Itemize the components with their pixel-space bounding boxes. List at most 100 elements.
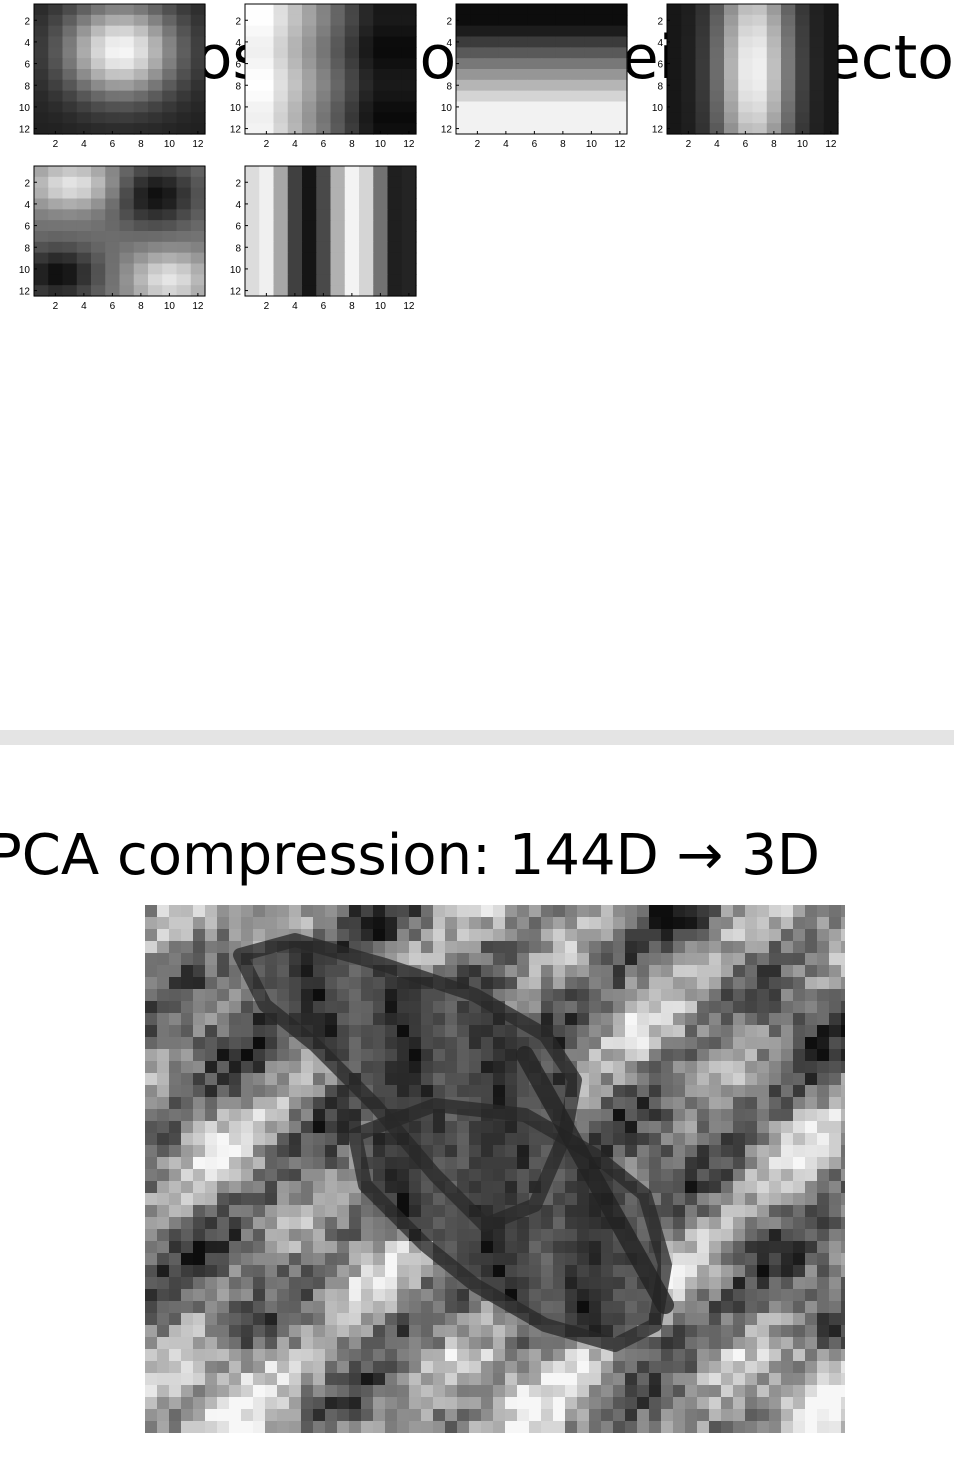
photo-pixel-block [829, 1241, 842, 1254]
photo-pixel-block [445, 1313, 458, 1326]
photo-pixel-block [757, 1385, 770, 1398]
heatmap-cell [709, 47, 725, 59]
heatmap-cell [245, 36, 260, 48]
photo-pixel-block [589, 989, 602, 1002]
heatmap-cell [401, 187, 417, 200]
photo-pixel-block [757, 953, 770, 966]
photo-pixel-block [685, 905, 698, 918]
heatmap-cell [302, 241, 317, 254]
photo-pixel-block [205, 1157, 218, 1170]
photo-pixel-block [637, 1229, 650, 1242]
y-tick-label: 8 [235, 243, 241, 254]
photo-pixel-block [553, 1361, 566, 1374]
photo-pixel-block [757, 1013, 770, 1026]
photo-pixel-block [361, 1025, 374, 1038]
heatmap-cell [34, 36, 49, 48]
heatmap-cell [667, 123, 682, 135]
photo-pixel-block [229, 1097, 242, 1110]
heatmap-cell [259, 231, 275, 243]
heatmap-cell [148, 112, 163, 124]
heatmap-cell [48, 263, 64, 275]
heatmap-cell [133, 90, 149, 103]
heatmap-cell [76, 220, 92, 232]
photo-pixel-block [145, 1049, 158, 1062]
photo-pixel-block [397, 1157, 410, 1170]
photo-pixel-block [181, 1085, 194, 1098]
photo-pixel-block [289, 1001, 302, 1014]
heatmap-cell [287, 166, 303, 178]
photo-pixel-block [589, 1073, 602, 1086]
photo-pixel-block [277, 1301, 290, 1314]
photo-pixel-block [661, 1181, 674, 1194]
photo-pixel-block [673, 1349, 686, 1362]
photo-pixel-block [841, 989, 845, 1002]
photo-pixel-block [193, 929, 206, 942]
photo-pixel-block [505, 1265, 518, 1278]
photo-pixel-block [169, 929, 182, 942]
photo-pixel-block [781, 1229, 794, 1242]
photo-pixel-block [481, 1313, 494, 1326]
photo-pixel-block [217, 1193, 230, 1206]
photo-pixel-block [613, 1121, 626, 1134]
heatmap-cell [316, 90, 332, 103]
photo-pixel-block [361, 1229, 374, 1242]
photo-pixel-block [745, 1385, 758, 1398]
heatmap-cell [344, 101, 360, 113]
photo-pixel-block [829, 1421, 842, 1433]
photo-pixel-block [229, 1001, 242, 1014]
photo-pixel-block [553, 1349, 566, 1362]
photo-pixel-block [181, 977, 194, 990]
heatmap-cell [62, 274, 78, 286]
photo-pixel-block [241, 1025, 254, 1038]
photo-pixel-block [829, 1049, 842, 1062]
photo-pixel-block [733, 1001, 746, 1014]
photo-pixel-block [541, 1229, 554, 1242]
photo-pixel-block [313, 1313, 326, 1326]
photo-pixel-block [277, 1421, 290, 1433]
photo-pixel-block [169, 1385, 182, 1398]
photo-pixel-block [229, 1397, 242, 1410]
photo-pixel-block [433, 1265, 446, 1278]
photo-pixel-block [373, 1169, 386, 1182]
photo-pixel-block [469, 1013, 482, 1026]
photo-pixel-block [421, 989, 434, 1002]
heatmap-cell [162, 231, 178, 243]
photo-pixel-block [625, 1061, 638, 1074]
photo-pixel-block [277, 1169, 290, 1182]
heatmap-cell [259, 209, 275, 221]
photo-pixel-block [265, 977, 278, 990]
heatmap-cell [259, 58, 275, 70]
heatmap-cell [119, 187, 135, 200]
photo-pixel-block [805, 1001, 818, 1014]
photo-pixel-block [481, 1157, 494, 1170]
photo-pixel-block [697, 1061, 710, 1074]
heatmap-cell [541, 90, 557, 103]
photo-pixel-block [253, 1181, 266, 1194]
photo-pixel-block [697, 1037, 710, 1050]
photo-pixel-block [805, 1253, 818, 1266]
photo-pixel-block [649, 1181, 662, 1194]
photo-pixel-block [673, 1097, 686, 1110]
photo-pixel-block [529, 1337, 542, 1350]
heatmap-cell [62, 14, 78, 27]
photo-pixel-block [421, 1325, 434, 1338]
heatmap-cell [555, 79, 571, 92]
heatmap-cell [781, 47, 796, 59]
photo-pixel-block [649, 1409, 662, 1422]
photo-pixel-block [805, 1277, 818, 1290]
heatmap-cell [245, 112, 260, 124]
photo-pixel-block [841, 1109, 845, 1122]
photo-pixel-block [829, 965, 842, 978]
photo-pixel-block [325, 1373, 338, 1386]
photo-pixel-block [505, 917, 518, 930]
photo-pixel-block [769, 1133, 782, 1146]
photo-pixel-block [793, 905, 806, 918]
photo-pixel-block [625, 1109, 638, 1122]
photo-pixel-block [445, 1409, 458, 1422]
photo-pixel-block [577, 1241, 590, 1254]
heatmap-cell [401, 36, 417, 48]
photo-pixel-block [397, 1025, 410, 1038]
photo-pixel-block [649, 929, 662, 942]
photo-pixel-block [601, 1289, 614, 1302]
photo-pixel-block [265, 1157, 278, 1170]
